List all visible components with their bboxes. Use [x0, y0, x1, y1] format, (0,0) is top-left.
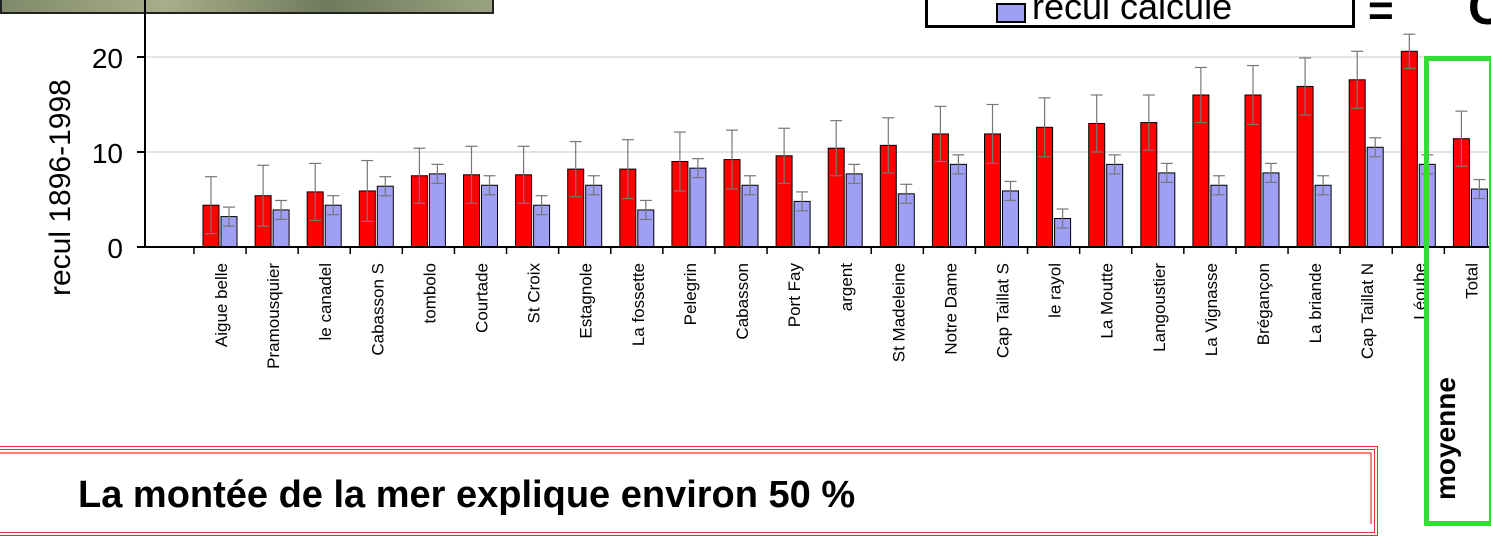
- bottom-caption: La montée de la mer explique environ 50 …: [78, 474, 856, 516]
- bar-blue: [1262, 172, 1280, 248]
- x-tick-labels: Aigue belle Pramousquier le canadel Cabasso…: [212, 263, 1481, 369]
- x-tick-label: Cabasson: [733, 263, 752, 340]
- x-tick-label: Port Fay: [785, 263, 804, 328]
- y-tick-label: 20: [92, 43, 123, 74]
- gridlines: [145, 56, 1491, 153]
- x-tick-label: Pelegrin: [681, 263, 700, 325]
- x-tick-label: St Croix: [525, 263, 544, 324]
- y-tick-label: 10: [92, 138, 123, 169]
- bar-blue: [949, 163, 967, 248]
- x-tick-label: St Madeleine: [889, 263, 908, 362]
- x-tick-label: La Moutte: [1098, 263, 1117, 339]
- x-tick-label: le rayol: [1046, 263, 1065, 318]
- legend-label: recul calculé: [1032, 0, 1233, 27]
- x-tick-label: La briande: [1306, 263, 1325, 343]
- x-tick-label: argent: [837, 263, 856, 311]
- legend-tail-letter: C: [1468, 0, 1491, 35]
- axes: [137, 0, 1491, 254]
- bar-red: [1400, 50, 1418, 248]
- x-tick-label: Notre Dame: [941, 263, 960, 355]
- legend-swatch-recul-calcule: [996, 3, 1026, 23]
- bar-blue: [428, 173, 446, 248]
- x-tick-label: Aigue belle: [212, 263, 231, 347]
- photo-strip: [0, 0, 494, 14]
- y-tick-label: 0: [107, 233, 123, 264]
- y-axis-label: recul 1896-1998: [44, 79, 77, 296]
- y-tick-labels: 0 10 20: [92, 43, 123, 264]
- x-tick-label: tombolo: [420, 263, 439, 323]
- bottom-banner-inner: [0, 452, 1372, 524]
- x-tick-label: Total: [1462, 263, 1481, 299]
- bar-chart: Aigue belle Pramousquier le canadel Cabasso…: [92, 0, 1491, 369]
- bar-blue: [1366, 146, 1384, 248]
- x-tick-label: Cabasson S: [368, 263, 387, 356]
- bar-blue: [845, 173, 863, 248]
- legend: recul calculé: [925, 0, 1355, 28]
- bars: [202, 33, 1488, 248]
- x-tick-label: Cap Taillat S: [994, 263, 1013, 358]
- x-tick-label: Cap Taillat N: [1358, 263, 1377, 359]
- x-tick-label: La fossette: [629, 263, 648, 346]
- x-tick-label: le canadel: [316, 263, 335, 341]
- x-tick-label: La Vignasse: [1202, 263, 1221, 356]
- bar-blue: [1106, 163, 1124, 248]
- x-tick-label: Pramousquier: [264, 263, 283, 369]
- x-tick-label: Estagnole: [577, 263, 596, 339]
- bar-blue: [689, 167, 707, 248]
- highlight-label: moyenne: [1430, 377, 1461, 500]
- x-tick-label: Brégançon: [1254, 263, 1273, 345]
- x-tick-label: Langoustier: [1150, 263, 1169, 352]
- x-tick-label: Courtade: [473, 263, 492, 333]
- bar-blue: [1158, 172, 1176, 248]
- legend-equals: =: [1368, 0, 1394, 35]
